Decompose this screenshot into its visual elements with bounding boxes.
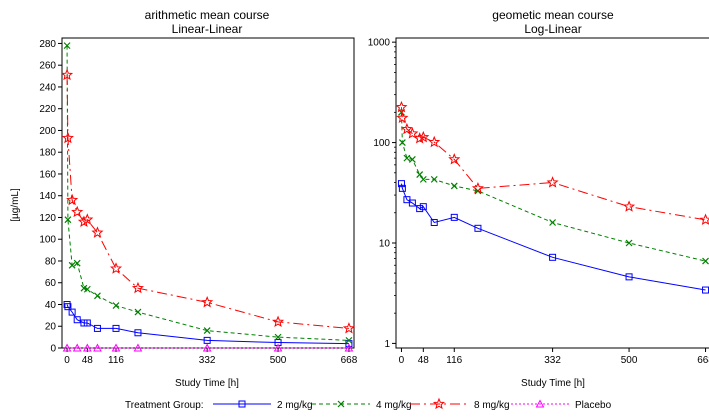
left-y-tick-label: 280 [39,39,56,50]
right-chart-subtitle: Log-Linear [524,22,581,36]
left-y-tick-label: 20 [45,322,57,333]
right-y-tick-label: 100 [373,138,390,149]
legend-label-4-mg-kg: 4 mg/kg [376,400,412,411]
right-data-point-8-mg-kg [701,215,709,224]
right-data-point-8-mg-kg [548,178,558,187]
left-y-tick-label: 180 [39,148,56,159]
right-data-point-8-mg-kg [624,202,634,211]
left-series-line-8-mg-kg [67,75,349,328]
left-y-axis-label: [µg/mL] [10,188,21,222]
right-x-axis-label: Study Time [h] [521,378,585,389]
left-chart-title: arithmetic mean course [145,8,270,22]
right-data-point-4-mg-kg [550,219,556,225]
right-data-point-4-mg-kg [417,172,423,178]
left-data-point-4-mg-kg [94,293,100,299]
legend: Treatment Group: 2 mg/kg 4 mg/kg 8 mg/kg Pl… [125,399,612,411]
left-y-tick-label: 40 [45,300,57,311]
right-series-line-4-mg-kg [401,112,705,261]
right-y-tick-label: 10 [379,238,391,249]
right-x-tick-label: 668 [697,355,709,366]
left-series-line-4-mg-kg [67,46,349,341]
right-series-line-2-mg-kg [401,184,705,290]
right-x-tick-label: 0 [399,355,405,366]
legend-label-placebo: Placebo [575,400,612,411]
left-data-point-8-mg-kg [72,207,82,216]
right-y-tick-label: 1 [384,339,390,350]
left-y-tick-label: 60 [45,278,57,289]
right-series-line-8-mg-kg [401,107,705,220]
right-x-tick-label: 332 [544,355,561,366]
right-x-tick-label: 48 [418,355,430,366]
left-plot-panel: 0 48 116 332 500 668 0 20 40 60 80 100 120 140 160 180 2… [39,38,357,366]
left-y-tick-label: 100 [39,235,56,246]
left-x-tick-label: 0 [64,355,70,366]
left-y-tick-label: 120 [39,213,56,224]
left-data-point-8-mg-kg [202,297,212,306]
right-x-tick-label: 500 [621,355,638,366]
right-data-point-4-mg-kg [404,155,410,161]
right-data-point-4-mg-kg [431,176,437,182]
left-data-point-4-mg-kg [113,303,119,309]
left-y-tick-label: 160 [39,169,56,180]
right-data-point-8-mg-kg [397,102,407,111]
left-x-tick-label: 500 [270,355,287,366]
right-plot-frame [396,38,709,348]
right-data-point-8-mg-kg [415,133,425,142]
left-y-tick-label: 240 [39,82,56,93]
left-x-axis-label: Study Time [h] [175,378,239,389]
legend-label-8-mg-kg: 8 mg/kg [474,400,510,411]
right-x-tick-label: 116 [446,355,462,366]
left-chart-subtitle: Linear-Linear [172,22,243,36]
left-x-tick-label: 332 [199,355,216,366]
right-plot-panel: 0 48 116 332 500 668 1 10 100 1000 [368,38,709,366]
left-y-tick-label: 0 [50,344,56,355]
legend-label-2-mg-kg: 2 mg/kg [277,400,313,411]
left-y-tick-label: 220 [39,104,56,115]
left-x-tick-label: 48 [82,355,94,366]
right-data-point-8-mg-kg [473,183,483,192]
right-y-tick-label: 1000 [368,38,391,49]
right-data-point-4-mg-kg [626,240,632,246]
right-chart-title: geometic mean course [492,8,614,22]
left-y-tick-label: 200 [39,126,56,137]
left-x-tick-label: 116 [108,355,124,366]
left-plot-frame [62,38,354,348]
left-y-tick-label: 260 [39,61,56,72]
left-x-tick-label: 668 [341,355,358,366]
left-y-tick-label: 80 [45,256,57,267]
left-data-point-4-mg-kg [204,328,210,334]
legend-title: Treatment Group: [125,400,204,411]
left-data-point-4-mg-kg [135,309,141,315]
left-y-tick-label: 140 [39,191,56,202]
